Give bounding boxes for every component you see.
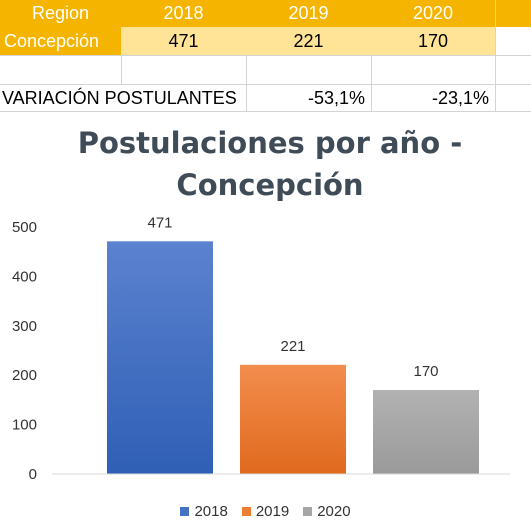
y-tick-label: 500 [12, 219, 37, 236]
chart-title: Postulaciones por año - Concepción [60, 122, 480, 206]
variation-row: VARIACIÓN POSTULANTES -53,1% -23,1% [0, 84, 531, 112]
grid-line [0, 55, 531, 56]
legend-item[interactable]: 2019 [241, 503, 290, 520]
variation-2020[interactable]: -23,1% [431, 87, 489, 108]
header-region[interactable]: Region [31, 3, 90, 23]
data-label-2020: 170 [413, 363, 438, 380]
grid-line [371, 55, 372, 112]
bar-chart: 0 100 200 300 400 500 471 221 170 [12, 214, 510, 483]
bar-2020[interactable] [373, 390, 479, 474]
grid-line [246, 55, 247, 112]
grid-line [121, 55, 122, 84]
legend-item[interactable]: 2018 [180, 503, 228, 520]
chart-title-line-1: Postulaciones por año - [77, 126, 463, 160]
variation-label[interactable]: VARIACIÓN POSTULANTES [2, 87, 237, 108]
row-2020-cell[interactable]: 170 [371, 27, 495, 55]
row-region-cell[interactable]: Concepción [0, 27, 121, 55]
y-tick-label: 100 [12, 417, 37, 434]
legend-swatch [303, 507, 313, 516]
y-tick-label: 300 [12, 318, 37, 335]
legend-item[interactable]: 2020 [303, 503, 351, 520]
table-header-row: Region 2018 2019 2020 [0, 0, 531, 27]
legend-swatch [241, 507, 251, 516]
spreadsheet-range: Region 2018 2019 2020 Concepción 471 221… [0, 0, 531, 112]
grid-line [495, 0, 496, 112]
bar-2018[interactable] [107, 241, 213, 474]
legend-swatch [180, 507, 190, 516]
chart-legend: 2018 2019 2020 [0, 503, 531, 520]
grid-line [0, 111, 531, 112]
data-label-2018: 471 [147, 214, 172, 231]
legend-label: 2018 [194, 503, 228, 520]
y-tick-label: 400 [12, 268, 37, 285]
header-2020[interactable]: 2020 [412, 3, 454, 23]
header-2018[interactable]: 2018 [163, 3, 204, 23]
table-row: Concepción 471 221 170 [0, 27, 531, 55]
data-label-2019: 221 [280, 338, 305, 355]
chart-title-line-2: Concepción [176, 168, 364, 202]
y-tick-label: 200 [12, 367, 37, 384]
grid-line [0, 84, 531, 85]
row-2018-cell[interactable]: 471 [121, 27, 246, 55]
bar-2019[interactable] [240, 364, 346, 474]
header-2019[interactable]: 2019 [288, 3, 329, 23]
y-tick-label: 0 [29, 466, 37, 483]
legend-label: 2019 [255, 503, 290, 520]
row-2019-cell[interactable]: 221 [246, 27, 371, 55]
variation-2019[interactable]: -53,1% [307, 87, 365, 108]
legend-label: 2020 [317, 503, 351, 520]
